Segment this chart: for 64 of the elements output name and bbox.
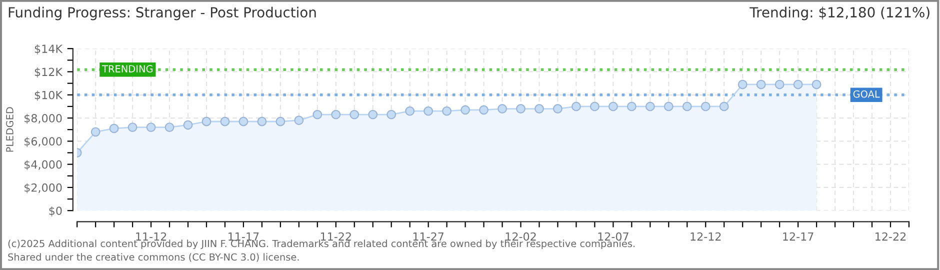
point bbox=[645, 102, 655, 112]
text: (c)2025 Additional content provided by JIIN F. CHANG. Trademarks and related content are owned by their respective companies. bbox=[8, 240, 635, 250]
point bbox=[294, 116, 304, 126]
point bbox=[812, 80, 822, 90]
point bbox=[350, 110, 360, 120]
text: Trending: $12,180 (121%) bbox=[750, 6, 930, 20]
point bbox=[534, 104, 544, 114]
point bbox=[738, 80, 748, 90]
point bbox=[516, 104, 526, 114]
point bbox=[331, 110, 341, 120]
x-tick-label: 11-22 bbox=[320, 232, 351, 241]
point bbox=[626, 102, 636, 112]
point bbox=[572, 102, 581, 112]
chart-title: Funding Progress: Stranger - Post Production bbox=[8, 6, 316, 20]
y-tick-label: $12K bbox=[34, 68, 63, 78]
point bbox=[590, 102, 600, 112]
x-tick-label: 11-17 bbox=[228, 232, 259, 241]
y-tick-label: $8,000 bbox=[24, 114, 62, 124]
point bbox=[109, 124, 119, 134]
point bbox=[257, 116, 267, 126]
point bbox=[90, 127, 100, 137]
y-tick-label: $14K bbox=[34, 44, 63, 54]
point bbox=[756, 80, 766, 90]
x-tick-label: 12-22 bbox=[876, 232, 906, 241]
point bbox=[164, 122, 174, 132]
x-tick-label: 12-17 bbox=[783, 232, 814, 241]
point bbox=[424, 106, 434, 116]
y-tick-label: $2,000 bbox=[24, 183, 62, 194]
point bbox=[146, 122, 156, 132]
point bbox=[719, 102, 729, 112]
point bbox=[442, 106, 452, 116]
point bbox=[368, 110, 378, 120]
y-tick-label: $10K bbox=[34, 90, 63, 101]
point bbox=[498, 104, 507, 114]
point bbox=[793, 80, 803, 90]
point bbox=[479, 105, 489, 115]
point bbox=[700, 102, 710, 112]
point bbox=[774, 80, 784, 90]
y-tick-label: $6,000 bbox=[24, 136, 62, 148]
point bbox=[312, 110, 322, 120]
x-tick-label: 12-07 bbox=[598, 232, 628, 241]
ref-line-label: TRENDING bbox=[102, 65, 153, 72]
point bbox=[183, 120, 193, 130]
y-tick-label: $4,000 bbox=[24, 160, 62, 170]
x-tick-label: 12-02 bbox=[506, 232, 536, 241]
point bbox=[202, 116, 212, 126]
point bbox=[553, 104, 562, 114]
point bbox=[238, 116, 248, 126]
point bbox=[608, 102, 618, 112]
point bbox=[128, 122, 138, 132]
point bbox=[386, 110, 396, 120]
point bbox=[220, 116, 230, 126]
point bbox=[460, 105, 470, 115]
point bbox=[682, 102, 692, 112]
x-tick-label: 11-27 bbox=[413, 232, 444, 241]
y-tick-label: $0 bbox=[49, 206, 62, 216]
x-tick-label: 12-12 bbox=[690, 232, 721, 241]
ref-line-label: GOAL bbox=[853, 90, 880, 98]
text: Shared under the creative commons (CC BY-NC 3.0) license. bbox=[8, 253, 299, 262]
point bbox=[664, 102, 674, 112]
point bbox=[405, 106, 415, 116]
y-axis-title: PLEDGED bbox=[6, 107, 14, 152]
x-tick-label: 11-12 bbox=[136, 232, 166, 241]
point bbox=[276, 116, 286, 126]
